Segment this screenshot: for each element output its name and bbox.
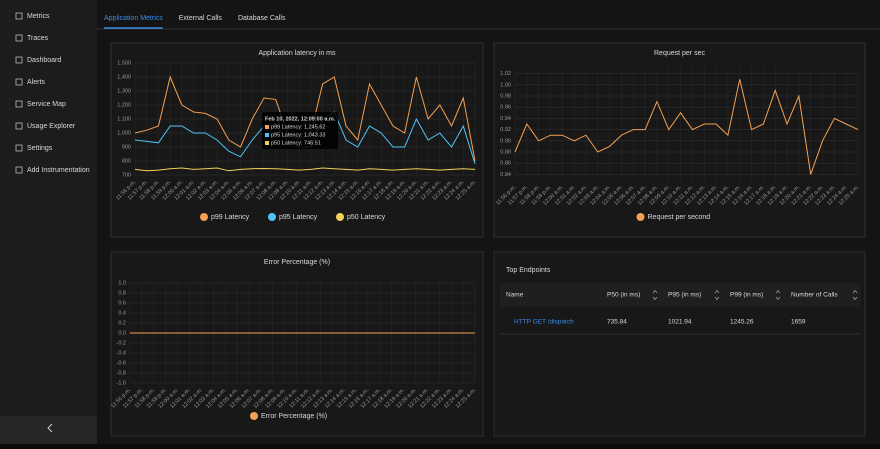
- column-header[interactable]: P99 (in ms): [730, 292, 763, 299]
- y-tick-label: 1,100: [117, 116, 131, 122]
- sort-icon: [714, 289, 720, 301]
- series-line: [134, 167, 476, 172]
- sidebar-collapse[interactable]: [0, 416, 97, 444]
- nav-icon: [15, 122, 23, 130]
- nav-icon: [15, 166, 23, 174]
- nav-item[interactable]: Traces: [27, 35, 49, 42]
- y-tick-label: 1,200: [117, 102, 131, 108]
- sort-icon: [852, 289, 858, 301]
- nav-item[interactable]: Add Instrumentation: [27, 167, 90, 174]
- tooltip-line: p95 Latency: 1,043.33: [271, 132, 325, 138]
- y-tick-label: 0.90: [500, 138, 511, 144]
- tab[interactable]: External Calls: [179, 15, 223, 22]
- card: [493, 42, 866, 238]
- card: [110, 251, 484, 437]
- y-tick-label: -0.8: [117, 370, 126, 376]
- y-tick-label: 0.0: [118, 330, 126, 336]
- y-tick-label: -0.4: [117, 350, 126, 356]
- collapse-icon: [47, 423, 53, 433]
- tab[interactable]: Database Calls: [238, 15, 286, 22]
- legend-label: p50 Latency: [347, 214, 386, 221]
- y-tick-label: 0.2: [118, 320, 126, 326]
- card: [493, 251, 866, 437]
- y-tick-label: -1.0: [117, 380, 126, 386]
- tooltip: [262, 112, 338, 149]
- nav-icon: [15, 144, 23, 152]
- y-tick-label: 0.6: [118, 300, 126, 306]
- column-header: Name: [506, 292, 524, 299]
- y-tick-label: -0.2: [117, 340, 126, 346]
- tooltip-title: Feb 10, 2022, 12:09:00 a.m.: [265, 116, 336, 122]
- column-header[interactable]: Number of Calls: [791, 292, 838, 299]
- tooltip-line: p99 Latency: 1,245.62: [271, 124, 325, 130]
- y-tick-label: 0.8: [118, 290, 126, 296]
- table-cell: 1659: [791, 319, 806, 326]
- nav-icon: [15, 56, 23, 64]
- table-cell: 735.84: [607, 319, 627, 326]
- nav-item[interactable]: Dashboard: [27, 57, 61, 64]
- y-tick-label: 0.4: [118, 310, 126, 316]
- table-title: Top Endpoints: [506, 267, 551, 274]
- tooltip-swatch: [265, 133, 269, 137]
- table-header: [500, 283, 860, 307]
- legend-swatch: [250, 412, 258, 420]
- nav-item[interactable]: Service Map: [27, 101, 66, 108]
- series-line: [514, 79, 859, 175]
- y-tick-label: 1.00: [500, 82, 511, 88]
- chart-title: Request per sec: [654, 50, 705, 57]
- y-tick-label: 700: [122, 172, 131, 178]
- legend-label: p99 Latency: [211, 214, 250, 221]
- y-tick-label: 1,500: [117, 60, 131, 66]
- sort-icon: [652, 289, 658, 301]
- legend-swatch: [336, 213, 344, 221]
- sidebar: [0, 0, 97, 444]
- legend-label: p95 Latency: [279, 214, 318, 221]
- y-tick-label: 0.86: [500, 161, 511, 167]
- tooltip-swatch: [265, 125, 269, 129]
- y-tick-label: 900: [122, 144, 131, 150]
- nav-icon: [15, 12, 23, 20]
- legend-label: Request per second: [648, 214, 711, 221]
- y-tick-label: 800: [122, 158, 131, 164]
- nav-item[interactable]: Alerts: [27, 79, 45, 86]
- nav-item[interactable]: Settings: [27, 145, 53, 152]
- nav-icon: [15, 78, 23, 86]
- y-tick-label: 0.92: [500, 127, 511, 133]
- table-cell: 1245.26: [730, 319, 754, 326]
- nav-icon: [15, 100, 23, 108]
- chart-title: Error Percentage (%): [264, 259, 330, 266]
- nav-item[interactable]: Metrics: [27, 13, 50, 20]
- nav-icon: [15, 34, 23, 42]
- column-header[interactable]: P50 (in ms): [607, 292, 640, 299]
- legend-label: Error Percentage (%): [261, 413, 327, 420]
- column-header[interactable]: P95 (in ms): [668, 292, 701, 299]
- y-tick-label: 1,400: [117, 74, 131, 80]
- tooltip-line: p50 Latency: 746.51: [271, 140, 321, 146]
- y-tick-label: 0.88: [500, 149, 511, 155]
- y-tick-label: 0.98: [500, 93, 511, 99]
- tab[interactable]: Application Metrics: [104, 15, 163, 22]
- y-tick-label: 1.02: [500, 71, 511, 77]
- y-tick-label: -0.6: [117, 360, 126, 366]
- y-tick-label: 0.96: [500, 105, 511, 111]
- y-tick-label: 1,300: [117, 88, 131, 94]
- y-tick-label: 1,000: [117, 130, 131, 136]
- legend-swatch: [200, 213, 208, 221]
- y-tick-label: 1.0: [118, 280, 126, 286]
- y-tick-label: 0.84: [500, 172, 511, 178]
- sort-icon: [775, 289, 781, 301]
- endpoint-link[interactable]: HTTP GET /dispatch: [514, 319, 574, 326]
- tooltip-swatch: [265, 141, 269, 145]
- chart-title: Application latency in ms: [258, 50, 336, 57]
- y-tick-label: 0.94: [500, 116, 511, 122]
- legend-swatch: [268, 213, 276, 221]
- legend-swatch: [636, 213, 645, 221]
- table-cell: 1021.94: [668, 319, 692, 326]
- nav-item[interactable]: Usage Explorer: [27, 123, 76, 130]
